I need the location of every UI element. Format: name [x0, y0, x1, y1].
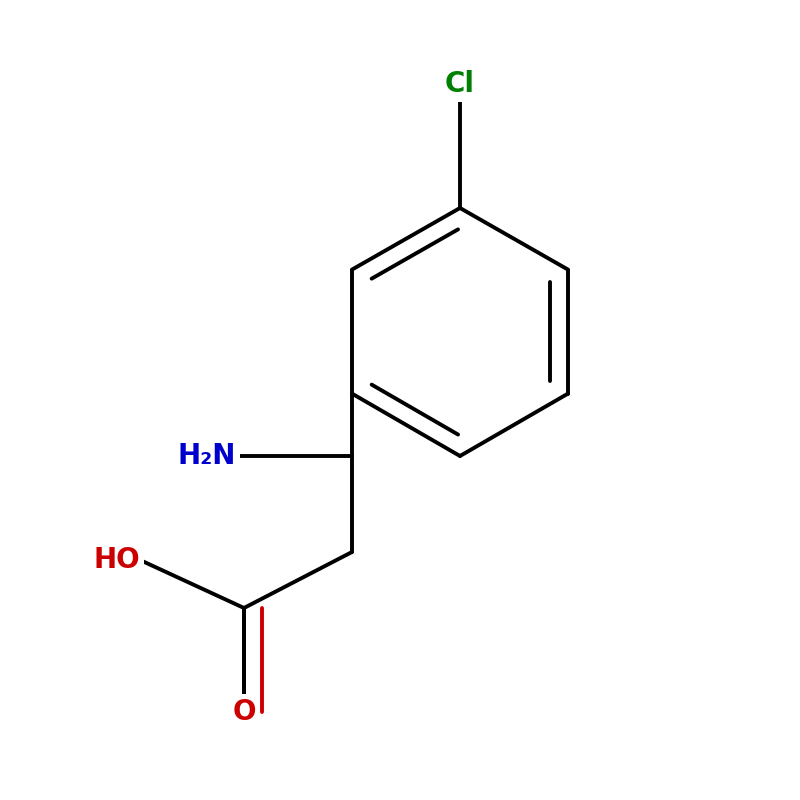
- Text: Cl: Cl: [445, 70, 475, 98]
- Text: HO: HO: [94, 546, 140, 574]
- Text: H₂N: H₂N: [178, 442, 236, 470]
- Text: O: O: [232, 698, 256, 726]
